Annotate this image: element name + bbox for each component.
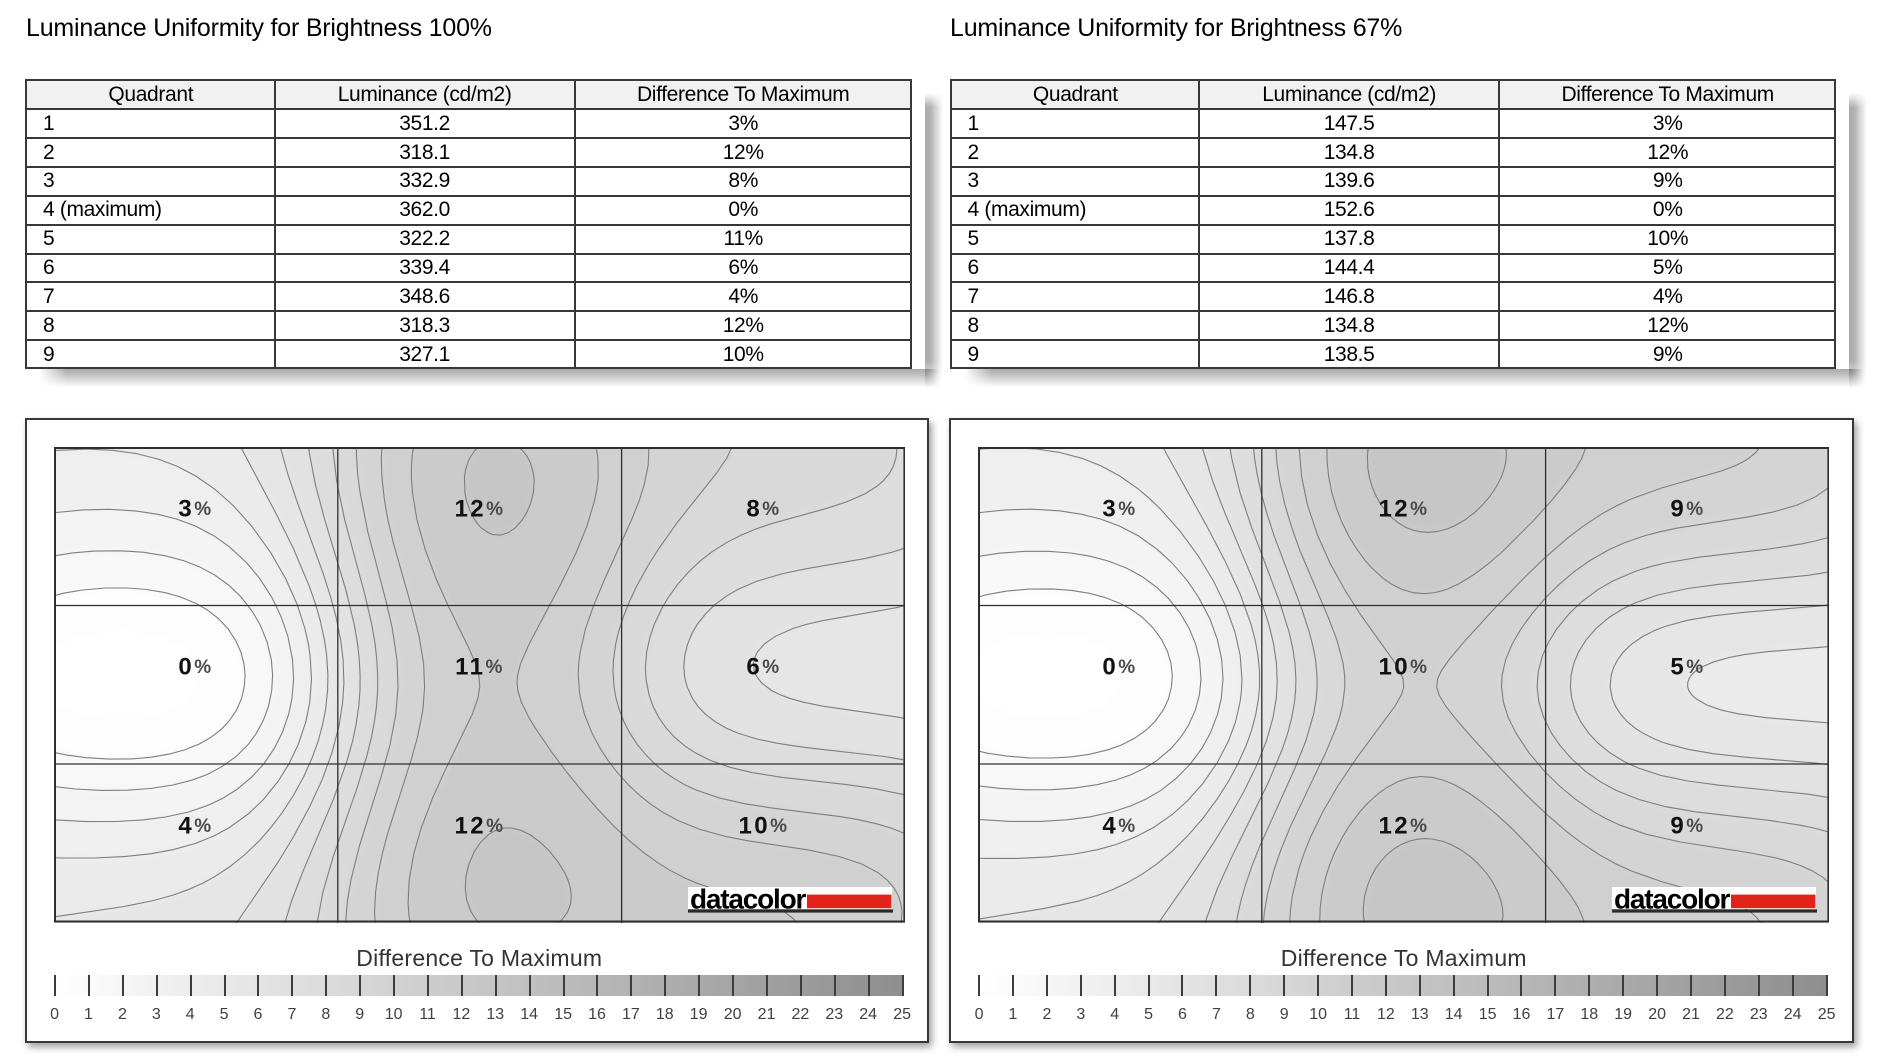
svg-text:12%: 12% — [454, 813, 505, 840]
svg-text:12%: 12% — [454, 496, 505, 523]
svg-text:3%: 3% — [1102, 496, 1137, 523]
svg-text:6%: 6% — [746, 654, 781, 681]
svg-text:12%: 12% — [1379, 496, 1430, 523]
svg-text:10%: 10% — [1379, 654, 1430, 681]
svg-text:5%: 5% — [1670, 654, 1705, 681]
svg-text:0%: 0% — [178, 654, 213, 681]
svg-text:datacolor: datacolor — [1614, 884, 1731, 915]
svg-text:8%: 8% — [746, 496, 781, 523]
svg-text:3%: 3% — [178, 496, 213, 523]
svg-text:12%: 12% — [1379, 813, 1430, 840]
svg-text:4%: 4% — [178, 813, 213, 840]
svg-text:4%: 4% — [1102, 813, 1137, 840]
svg-text:9%: 9% — [1670, 813, 1705, 840]
svg-text:0%: 0% — [1102, 654, 1137, 681]
svg-text:11%: 11% — [455, 654, 505, 681]
svg-text:9%: 9% — [1670, 496, 1705, 523]
svg-text:datacolor: datacolor — [690, 884, 807, 915]
svg-text:10%: 10% — [738, 813, 789, 840]
